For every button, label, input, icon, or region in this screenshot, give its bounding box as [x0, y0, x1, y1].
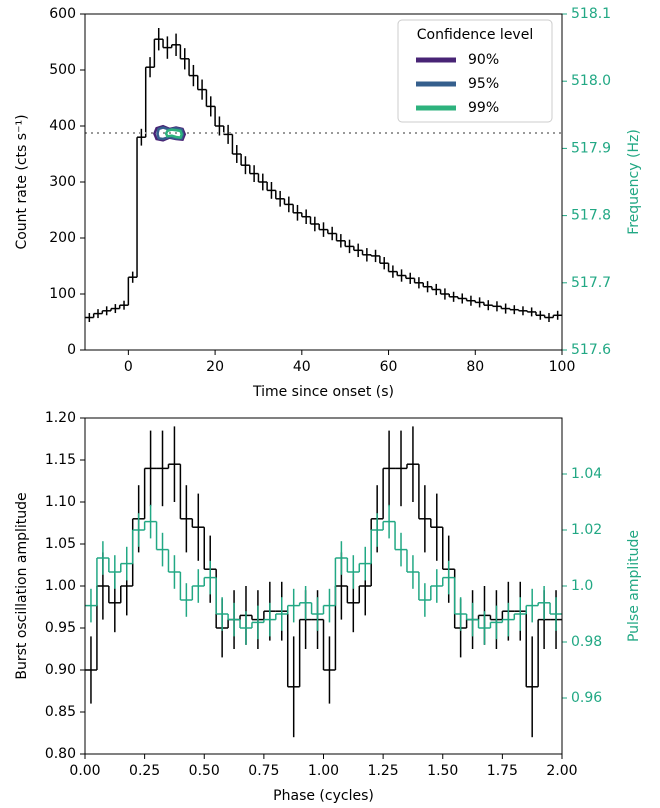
y-tick-label: 1.10 [45, 494, 76, 510]
y-tick-label: 1.20 [45, 410, 76, 426]
y-tick-label: 400 [49, 118, 76, 134]
x-tick-label: 1.75 [487, 763, 518, 779]
y-tick-label: 0.80 [45, 746, 76, 762]
y-tick-label: 600 [49, 6, 76, 22]
y2-tick-label: 517.6 [571, 342, 611, 358]
x-tick-label: 40 [293, 359, 311, 375]
plot-frame [84, 417, 563, 755]
y2-axis-label: Pulse amplitude [626, 530, 642, 642]
y2-axis-label: Frequency (Hz) [626, 129, 642, 235]
y-tick-label: 0.85 [45, 704, 76, 720]
legend-title: Confidence level [417, 27, 533, 43]
plot-frame [84, 13, 563, 351]
legend-box [397, 19, 553, 123]
legend-label: 99% [468, 100, 499, 116]
legend-label: 90% [468, 52, 499, 68]
y-tick-label: 1.15 [45, 452, 76, 468]
y2-tick-label: 517.7 [571, 275, 611, 291]
y-tick-label: 200 [49, 230, 76, 246]
y-tick-label: 0.90 [45, 662, 76, 678]
y2-tick-label: 1.04 [571, 466, 602, 482]
x-tick-label: 20 [206, 359, 224, 375]
y-axis-label: Count rate (cts s⁻¹) [14, 114, 30, 249]
y2-tick-label: 518.0 [571, 73, 611, 89]
legend-label: 95% [468, 76, 499, 92]
y-tick-label: 0 [67, 342, 76, 358]
y2-tick-label: 517.9 [571, 140, 611, 156]
x-tick-label: 0.00 [69, 763, 100, 779]
y-tick-label: 1.05 [45, 536, 76, 552]
y-tick-label: 500 [49, 62, 76, 78]
y2-tick-label: 0.96 [571, 690, 602, 706]
x-tick-label: 0.50 [189, 763, 220, 779]
x-tick-label: 1.50 [427, 763, 458, 779]
x-tick-label: 100 [549, 359, 576, 375]
x-tick-label: 0.75 [248, 763, 279, 779]
y-tick-label: 100 [49, 286, 76, 302]
y2-tick-label: 1.0 [571, 578, 593, 594]
y2-tick-label: 517.8 [571, 208, 611, 224]
y2-tick-label: 518.1 [571, 6, 611, 22]
y-axis-label: Burst oscillation amplitude [14, 492, 30, 679]
x-axis-label: Time since onset (s) [252, 384, 394, 400]
x-tick-label: 2.00 [546, 763, 577, 779]
y-tick-label: 1.00 [45, 578, 76, 594]
confidence-contour [164, 128, 184, 140]
x-tick-label: 1.25 [368, 763, 399, 779]
y-tick-label: 300 [49, 174, 76, 190]
x-tick-label: 1.00 [308, 763, 339, 779]
x-tick-label: 60 [380, 359, 398, 375]
x-tick-label: 80 [466, 359, 484, 375]
y-tick-label: 0.95 [45, 620, 76, 636]
y2-tick-label: 1.02 [571, 522, 602, 538]
y2-tick-label: 0.98 [571, 634, 602, 650]
x-axis-label: Phase (cycles) [273, 788, 374, 804]
x-tick-label: 0 [124, 359, 133, 375]
x-tick-label: 0.25 [129, 763, 160, 779]
